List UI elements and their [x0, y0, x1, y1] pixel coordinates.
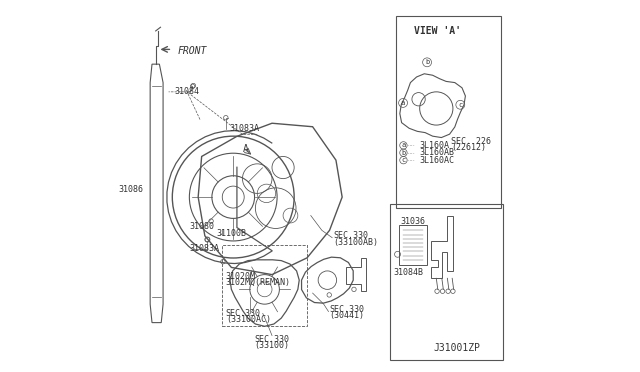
Text: 31086: 31086 [118, 185, 143, 194]
Bar [222, 245, 307, 326]
Text: c: c [458, 102, 463, 108]
Text: J31001ZP: J31001ZP [434, 343, 481, 353]
Text: 3102MQ(REMAN): 3102MQ(REMAN) [226, 278, 291, 287]
Text: b: b [425, 59, 429, 65]
Text: (33100): (33100) [255, 341, 289, 350]
Text: 31083A: 31083A [230, 124, 260, 133]
Text: (22612): (22612) [451, 143, 486, 152]
Text: 3L160AB: 3L160AB [420, 148, 454, 157]
Text: 31083A: 31083A [189, 244, 219, 253]
Text: (33100AB): (33100AB) [333, 238, 378, 247]
Text: SEC. 226: SEC. 226 [451, 137, 491, 146]
Text: b: b [401, 150, 406, 156]
Text: (33100AC): (33100AC) [226, 315, 271, 324]
Text: VIEW 'A': VIEW 'A' [414, 26, 461, 36]
Text: SEC.330: SEC.330 [329, 305, 364, 314]
Text: A: A [243, 144, 248, 154]
Text: (30441): (30441) [329, 311, 364, 320]
Text: 3L160A: 3L160A [420, 141, 450, 150]
Text: SEC.330: SEC.330 [333, 231, 368, 240]
Text: FRONT: FRONT [178, 46, 207, 56]
Text: 31020M: 31020M [226, 272, 256, 281]
Text: c: c [401, 157, 406, 163]
Text: SEC.330: SEC.330 [226, 309, 261, 318]
Text: 31084: 31084 [174, 87, 199, 96]
Text: a: a [401, 142, 406, 148]
Text: 31084B: 31084B [394, 268, 424, 277]
Text: SEC.330: SEC.330 [255, 335, 289, 344]
Text: a: a [401, 100, 405, 106]
Text: 31080: 31080 [189, 222, 214, 231]
Text: 3L160AC: 3L160AC [420, 155, 454, 165]
Bar [396, 16, 501, 208]
Bar [390, 205, 503, 359]
Text: 31036: 31036 [401, 217, 426, 225]
Text: 31100B: 31100B [216, 230, 246, 238]
